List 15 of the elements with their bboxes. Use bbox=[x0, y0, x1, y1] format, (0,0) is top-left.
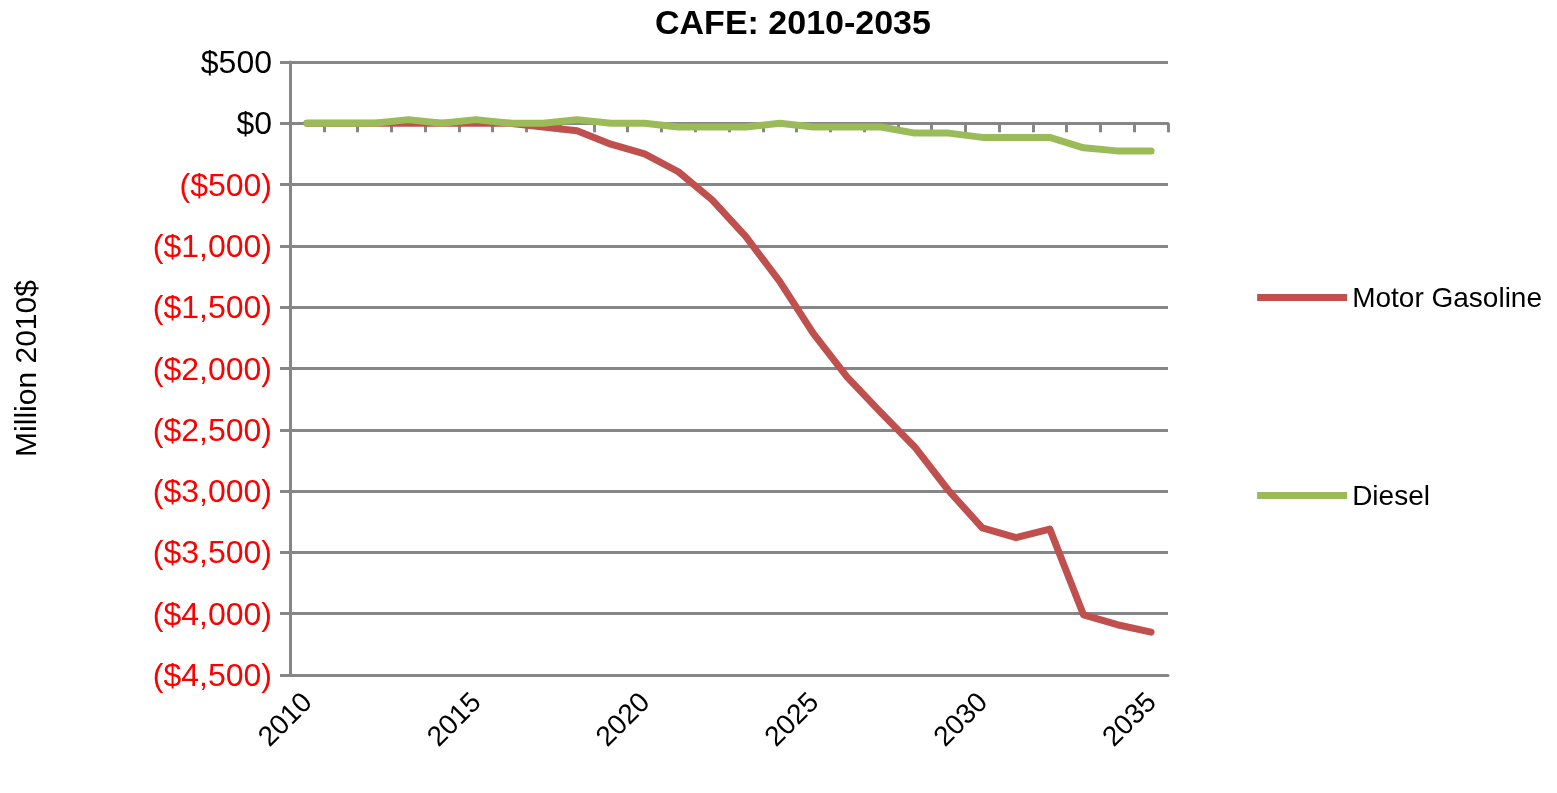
legend-label: Diesel bbox=[1352, 480, 1430, 511]
y-tick-label: ($500) bbox=[179, 166, 272, 203]
legend-label: Motor Gasoline bbox=[1352, 282, 1543, 313]
chart-title: CAFE: 2010-2035 bbox=[655, 3, 931, 41]
y-tick-label: ($1,500) bbox=[152, 289, 272, 326]
y-tick-label: $0 bbox=[236, 105, 272, 142]
y-tick-label: ($3,000) bbox=[152, 473, 272, 510]
y-tick-label: ($1,000) bbox=[152, 227, 272, 264]
y-tick-label: ($2,500) bbox=[152, 411, 272, 448]
y-axis-title: Million 2010$ bbox=[8, 279, 42, 457]
y-tick-label: $500 bbox=[200, 44, 272, 80]
y-tick-label: ($3,500) bbox=[152, 534, 272, 571]
y-tick-label: ($4,500) bbox=[152, 657, 272, 693]
y-tick-label: ($2,000) bbox=[152, 350, 272, 387]
y-tick-label: ($4,000) bbox=[152, 595, 272, 632]
